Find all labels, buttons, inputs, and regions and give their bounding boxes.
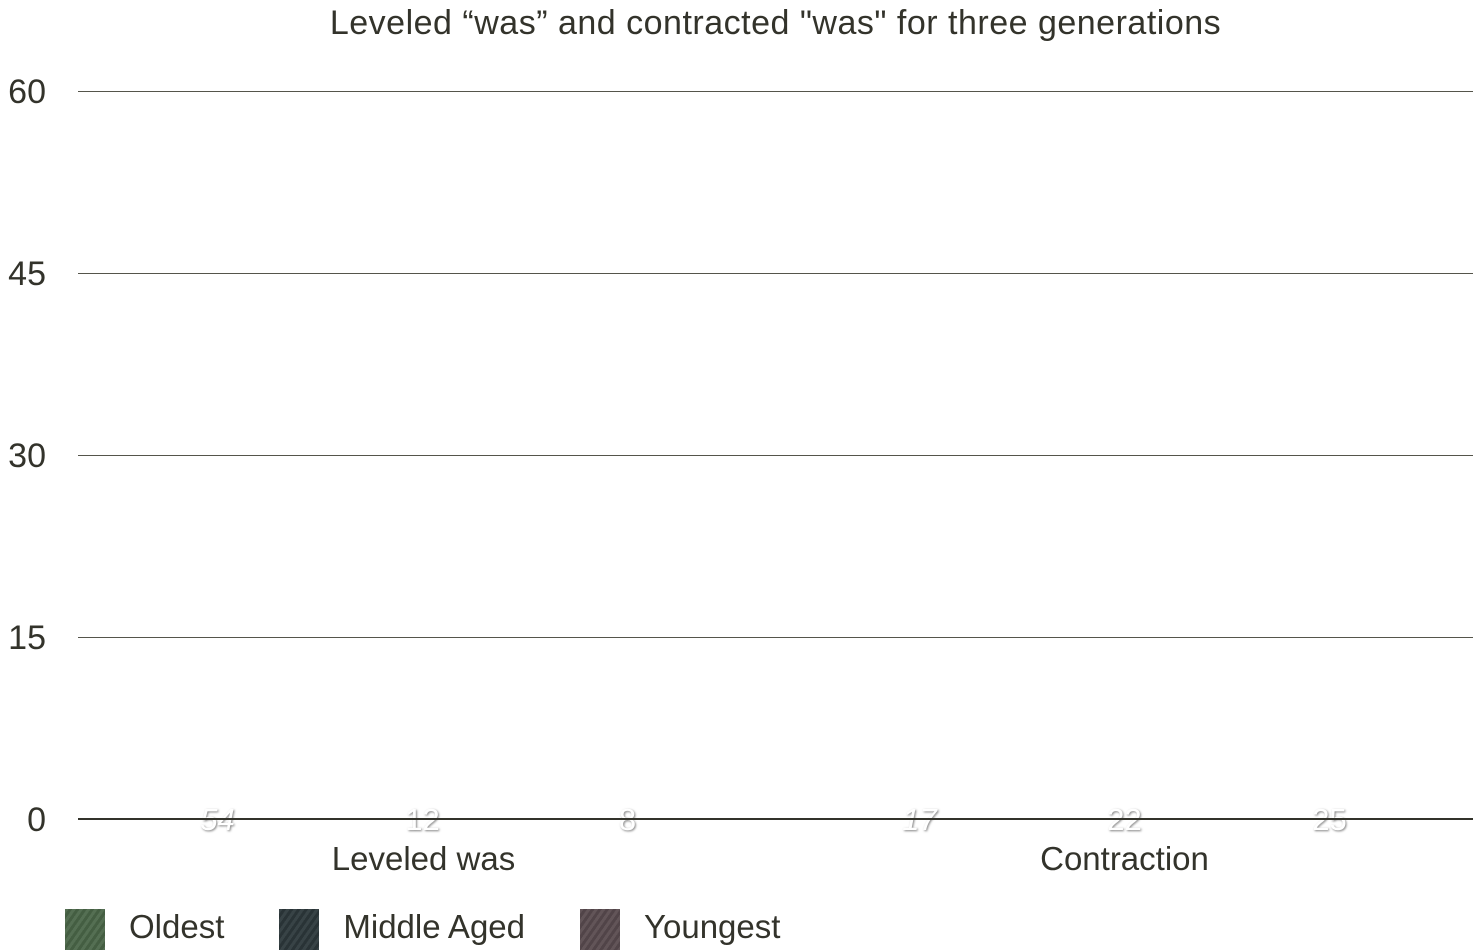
gridline-0 — [78, 818, 1473, 820]
legend-swatch-middle-aged — [279, 909, 320, 950]
y-axis-tick-0: 0 — [27, 801, 46, 839]
legend-item-youngest: Youngest — [580, 908, 780, 950]
gridline-60 — [78, 91, 1473, 92]
legend-label-oldest: Oldest — [129, 908, 225, 945]
bar-value-label: 54 — [200, 802, 235, 837]
legend-swatch-oldest — [65, 909, 105, 950]
bar-value-label: 12 — [405, 802, 440, 837]
y-axis-tick-60: 60 — [8, 73, 46, 111]
x-axis-label-leveled-was: Leveled was — [331, 840, 516, 877]
gridline-45 — [78, 273, 1473, 274]
y-axis-tick-45: 45 — [8, 255, 46, 293]
x-axis-label-contraction: Contraction — [1040, 840, 1209, 877]
chart-title: Leveled “was” and contracted "was" for t… — [329, 4, 1222, 42]
gridline-15 — [78, 637, 1473, 638]
legend-label-middle-aged: Middle Aged — [343, 908, 526, 945]
legend-item-oldest: Oldest — [65, 908, 224, 950]
y-axis-tick-15: 15 — [8, 619, 46, 657]
legend-swatch-youngest — [580, 909, 621, 950]
bar-value-label: 8 — [525, 802, 730, 838]
bar-value-label: 22 — [1107, 802, 1142, 837]
gridline-30 — [78, 455, 1473, 456]
bar-value-label: 17 — [902, 802, 937, 837]
bar-value-label: 25 — [1312, 802, 1347, 837]
legend-label-youngest: Youngest — [644, 908, 781, 945]
plot-area: 54 12 8 17 22 25 0 15 30 45 60 — [8, 75, 1473, 837]
legend-item-middle-aged: Middle Aged — [279, 908, 525, 950]
legend: Oldest Middle Aged Youngest — [65, 908, 780, 950]
y-axis-tick-30: 30 — [8, 437, 46, 475]
